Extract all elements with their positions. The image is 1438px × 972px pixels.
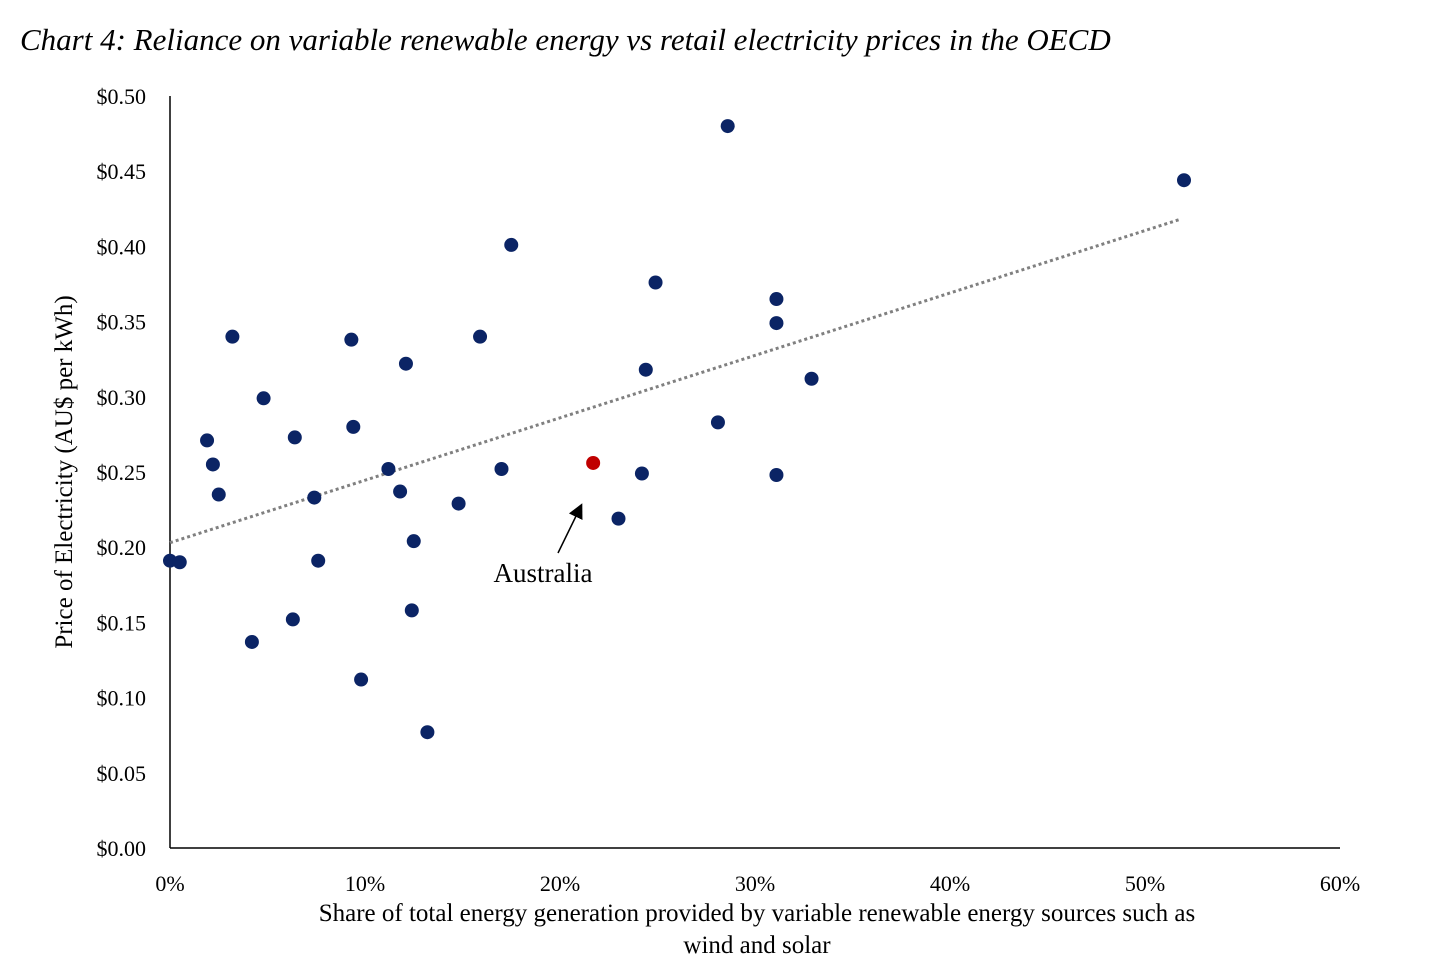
y-tick-label: $0.25 xyxy=(97,460,147,485)
x-axis-label-line1: Share of total energy generation provide… xyxy=(319,900,1196,927)
data-point xyxy=(225,329,240,344)
data-point xyxy=(244,634,259,649)
x-tick-label: 40% xyxy=(930,871,970,896)
data-points xyxy=(163,119,1191,740)
y-tick-label: $0.20 xyxy=(97,535,147,560)
trendline xyxy=(169,217,1181,545)
data-point xyxy=(804,371,819,386)
data-point xyxy=(638,362,653,377)
y-tick-labels: $0.00 $0.05 $0.10 $0.15 $0.20 $0.25 $0.30 $0.35… xyxy=(97,84,147,861)
data-point xyxy=(769,292,784,307)
annotation-australia: Australia xyxy=(494,558,593,588)
data-point xyxy=(420,725,435,740)
data-point xyxy=(720,119,735,134)
y-tick-label: $0.15 xyxy=(97,610,147,635)
y-tick-label: $0.00 xyxy=(97,836,147,861)
data-point xyxy=(611,511,626,526)
data-point xyxy=(504,237,519,252)
x-tick-label: 50% xyxy=(1125,871,1165,896)
y-tick-label: $0.50 xyxy=(97,84,147,109)
x-tick-labels: 0% 10% 20% 30% 40% 50% 60% xyxy=(155,871,1360,896)
x-tick-label: 10% xyxy=(345,871,385,896)
x-tick-label: 30% xyxy=(735,871,775,896)
data-point xyxy=(311,553,326,568)
y-tick-label: $0.45 xyxy=(97,159,147,184)
y-tick-label: $0.30 xyxy=(97,385,147,410)
data-point xyxy=(769,316,784,331)
data-point xyxy=(200,433,215,448)
data-point xyxy=(344,332,359,347)
data-point xyxy=(634,466,649,481)
data-point xyxy=(172,555,187,570)
data-point xyxy=(404,603,419,618)
data-point xyxy=(393,484,408,499)
data-point xyxy=(211,487,226,502)
data-point xyxy=(205,457,220,472)
data-point xyxy=(1177,173,1191,188)
y-tick-label: $0.05 xyxy=(97,761,147,786)
data-point xyxy=(769,468,784,483)
x-tick-label: 0% xyxy=(155,871,184,896)
data-point xyxy=(354,672,369,687)
data-point xyxy=(494,461,509,476)
x-tick-label: 20% xyxy=(540,871,580,896)
data-point xyxy=(398,356,413,371)
data-point xyxy=(346,419,361,434)
data-point xyxy=(285,612,300,627)
y-tick-label: $0.10 xyxy=(97,686,147,711)
data-point xyxy=(406,534,421,549)
data-point xyxy=(451,496,466,511)
annotation-arrow xyxy=(557,503,583,554)
data-point-australia xyxy=(586,455,601,470)
y-tick-label: $0.40 xyxy=(97,234,147,259)
data-point xyxy=(307,490,322,505)
data-point xyxy=(648,275,663,290)
y-axis-label: Price of Electricity (AU$ per kWh) xyxy=(51,295,78,648)
data-point xyxy=(381,461,396,476)
x-tick-label: 60% xyxy=(1320,871,1360,896)
data-point xyxy=(287,430,302,445)
data-point xyxy=(256,391,271,406)
chart-title: Chart 4: Reliance on variable renewable … xyxy=(20,22,1111,57)
x-axis-label-line2: wind and solar xyxy=(683,932,831,959)
data-point xyxy=(473,329,488,344)
y-tick-label: $0.35 xyxy=(97,310,147,335)
data-point xyxy=(710,415,725,430)
